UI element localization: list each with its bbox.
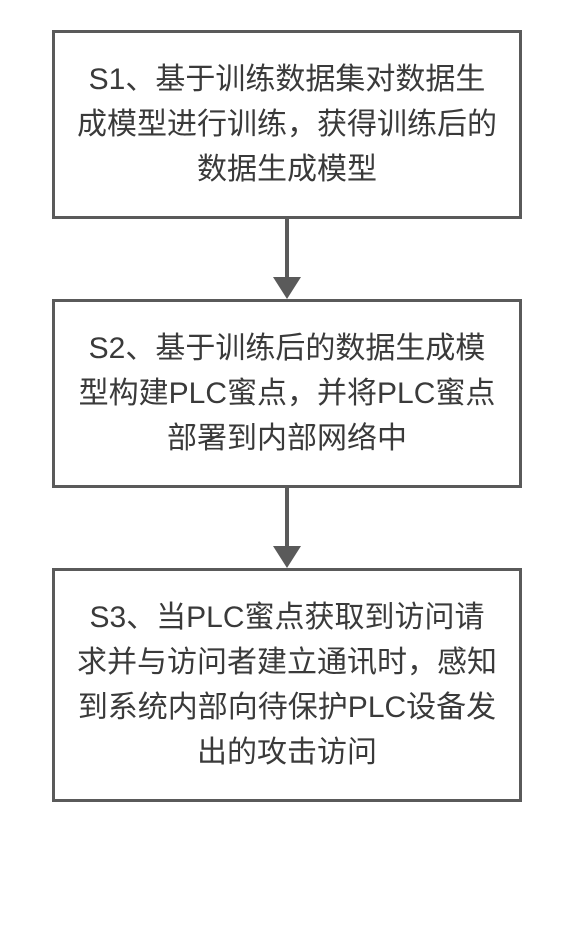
arrow-s2-s3: [273, 488, 301, 568]
arrow-s1-s2: [273, 219, 301, 299]
flow-step-s3-text: S3、当PLC蜜点获取到访问请求并与访问者建立通讯时，感知到系统内部向待保护PL…: [77, 601, 497, 769]
flow-step-s1-text: S1、基于训练数据集对数据生成模型进行训练，获得训练后的数据生成模型: [77, 63, 497, 186]
arrow-line: [285, 488, 289, 546]
arrow-head-icon: [273, 546, 301, 568]
arrow-line: [285, 219, 289, 277]
arrow-head-icon: [273, 277, 301, 299]
flow-step-s3: S3、当PLC蜜点获取到访问请求并与访问者建立通讯时，感知到系统内部向待保护PL…: [52, 568, 522, 802]
flow-step-s2-text: S2、基于训练后的数据生成模型构建PLC蜜点，并将PLC蜜点部署到内部网络中: [79, 332, 496, 455]
flow-step-s1: S1、基于训练数据集对数据生成模型进行训练，获得训练后的数据生成模型: [52, 30, 522, 219]
flow-step-s2: S2、基于训练后的数据生成模型构建PLC蜜点，并将PLC蜜点部署到内部网络中: [52, 299, 522, 488]
